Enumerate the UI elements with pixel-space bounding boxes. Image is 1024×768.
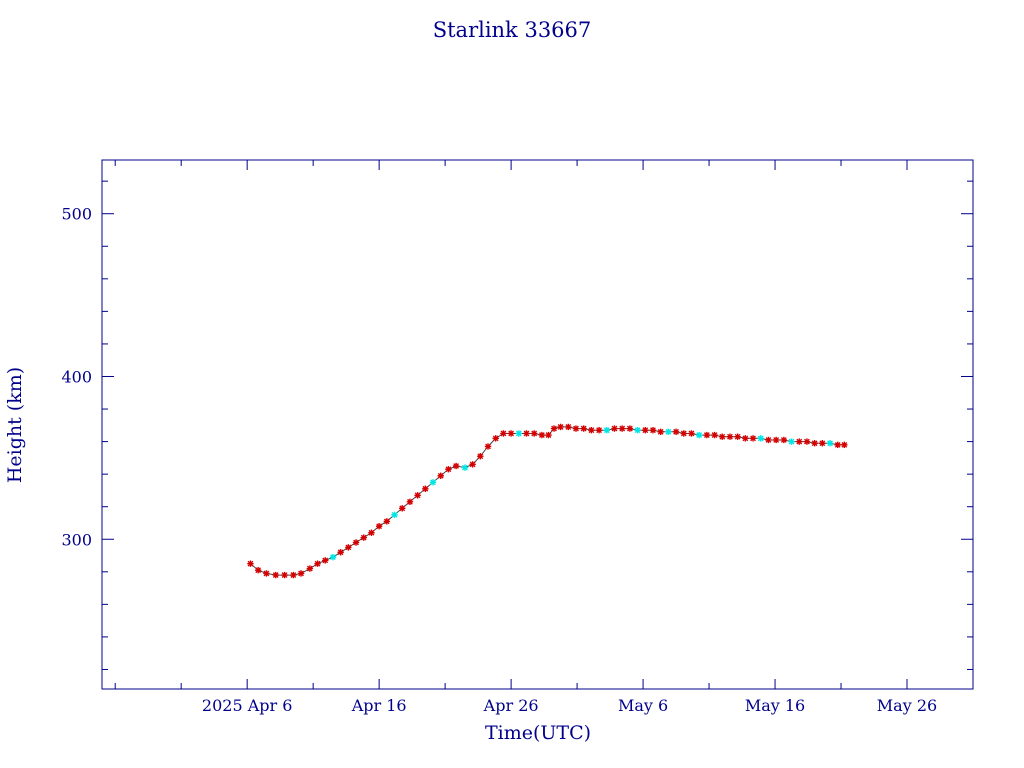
data-point-marker (484, 443, 492, 450)
data-point-marker (406, 498, 414, 506)
data-point-marker (306, 565, 314, 572)
data-point-marker (841, 441, 848, 449)
data-point-marker (757, 435, 764, 442)
data-point-marker (665, 428, 672, 436)
tick-labels: 2025 Apr 6 Apr 16 Apr 26 May 6 May 16 May 26 3… (61, 205, 937, 715)
data-point-marker (642, 426, 649, 434)
data-point-marker (531, 430, 538, 437)
data-point-marker (657, 428, 664, 436)
data-point-marker (477, 453, 484, 460)
y-tick-label: 500 (61, 205, 92, 224)
data-point-marker (611, 425, 618, 432)
data-point-marker (314, 560, 321, 567)
data-point-marker (618, 425, 626, 432)
data-point-marker (399, 505, 406, 512)
data-points (247, 423, 848, 579)
data-point-marker (492, 435, 499, 442)
data-point-marker (281, 571, 288, 579)
data-point-marker (254, 566, 262, 574)
data-point-marker (337, 549, 344, 556)
data-point-marker (375, 523, 383, 530)
data-point-marker (749, 435, 757, 442)
data-point-marker (603, 426, 610, 434)
data-point-marker (834, 441, 841, 449)
data-point-marker (703, 431, 711, 439)
data-point-marker (247, 560, 254, 567)
data-point-marker (634, 426, 641, 434)
data-point-marker (680, 430, 687, 437)
data-point-marker (819, 440, 826, 447)
data-point-marker (500, 430, 507, 437)
x-tick-label: 2025 Apr 6 (202, 696, 293, 715)
data-point-marker (626, 425, 634, 432)
data-point-marker (437, 472, 444, 479)
x-tick-label: Apr 16 (351, 696, 407, 715)
data-point-marker (780, 436, 788, 444)
data-point-marker (726, 433, 734, 440)
data-point-marker (352, 539, 360, 546)
data-point-marker (734, 433, 741, 440)
data-point-marker (461, 464, 469, 471)
data-point-marker (322, 557, 329, 564)
data-point-marker (742, 435, 749, 442)
data-point-marker (523, 430, 530, 437)
data-point-marker (422, 485, 429, 492)
y-axis-label: Height (km) (4, 367, 26, 483)
data-point-marker (711, 431, 718, 439)
data-point-marker (345, 544, 352, 551)
data-point-marker (538, 431, 546, 439)
y-tick-label: 300 (61, 530, 92, 549)
data-point-marker (263, 570, 270, 577)
data-point-marker (445, 466, 452, 473)
data-point-marker (796, 438, 803, 445)
data-point-marker (803, 438, 811, 445)
data-point-marker (672, 428, 680, 436)
data-point-marker (695, 431, 703, 439)
chart-title: Starlink 33667 (433, 18, 592, 42)
data-point-marker (765, 436, 772, 444)
x-tick-label: May 6 (618, 696, 668, 715)
data-point-marker (550, 425, 558, 432)
data-point-marker (452, 462, 460, 470)
data-point-marker (383, 518, 391, 525)
x-axis-label: Time(UTC) (485, 722, 591, 744)
data-point-marker (719, 433, 726, 440)
data-point-marker (811, 440, 818, 447)
data-point-marker (272, 571, 279, 579)
data-point-marker (649, 426, 657, 434)
data-point-marker (290, 571, 297, 579)
data-point-marker (368, 529, 375, 536)
data-point-marker (588, 426, 595, 434)
plot-frame (101, 159, 974, 690)
data-point-marker (507, 430, 515, 437)
data-point-marker (572, 425, 580, 432)
data-point-marker (545, 431, 552, 439)
data-point-marker (515, 430, 523, 437)
data-point-marker (772, 436, 780, 444)
data-point-marker (360, 534, 367, 541)
data-point-marker (565, 423, 572, 431)
data-point-marker (595, 426, 603, 434)
data-point-marker (469, 461, 476, 468)
x-tick-label: May 16 (745, 696, 805, 715)
data-point-marker (429, 479, 437, 486)
x-tick-label: May 26 (877, 696, 937, 715)
axis-ticks (102, 160, 974, 689)
data-point-marker (580, 425, 587, 432)
data-point-marker (391, 511, 398, 519)
data-point-marker (826, 440, 834, 447)
data-point-marker (688, 430, 695, 437)
data-point-marker (297, 570, 305, 577)
x-tick-label: Apr 26 (483, 696, 539, 715)
y-tick-label: 400 (61, 367, 92, 386)
data-point-marker (788, 438, 795, 445)
data-point-marker (557, 423, 564, 431)
data-point-marker (414, 492, 421, 499)
data-point-marker (329, 553, 337, 561)
